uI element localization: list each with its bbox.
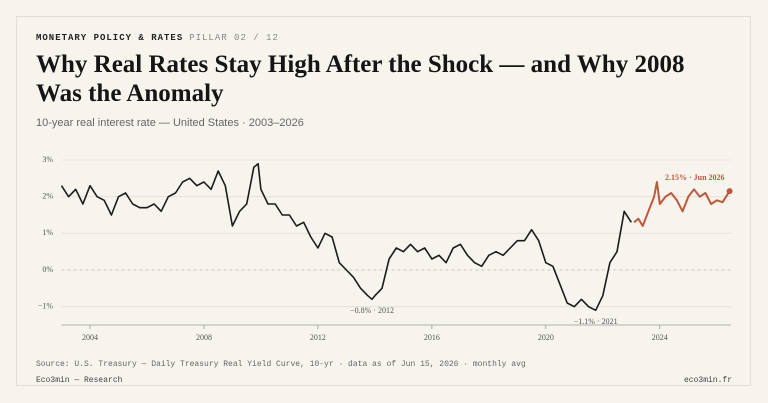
annotation: 2.15% · Jun 2026 xyxy=(665,173,725,182)
kicker: MONETARY POLICY & RATES PILLAR 02 / 12 xyxy=(36,33,279,43)
x-tick-label: 2016 xyxy=(424,333,440,342)
chart-title: Why Real Rates Stay High After the Shock… xyxy=(36,51,685,107)
kicker-label: MONETARY POLICY & RATES xyxy=(36,33,184,43)
series-line xyxy=(633,181,731,227)
pillar: PILLAR 02 / 12 xyxy=(189,33,279,43)
x-tick-label: 2012 xyxy=(310,333,326,342)
y-tick-label: 0% xyxy=(42,265,53,274)
x-tick-label: 2024 xyxy=(652,333,668,342)
annotation: −1.1% · 2021 xyxy=(574,317,618,326)
y-tick-label: −1% xyxy=(38,301,54,310)
footer-right: eco3min.fr xyxy=(683,376,732,385)
annotation: −0.8% · 2012 xyxy=(350,306,394,315)
card xyxy=(16,16,751,386)
series-line xyxy=(60,162,632,312)
y-tick-label: 2% xyxy=(42,191,53,200)
x-tick-label: 2004 xyxy=(82,333,98,342)
footer-left: Eco3min — Research xyxy=(36,376,123,385)
source: Source: U.S. Treasury — Daily Treasury R… xyxy=(36,360,526,369)
subtitle: 10-year real interest rate — United Stat… xyxy=(36,117,304,129)
end-point xyxy=(726,188,733,195)
y-tick-label: 3% xyxy=(42,155,53,164)
x-tick-label: 2008 xyxy=(196,333,212,342)
x-tick-label: 2020 xyxy=(538,333,554,342)
y-tick-label: 1% xyxy=(42,228,53,237)
